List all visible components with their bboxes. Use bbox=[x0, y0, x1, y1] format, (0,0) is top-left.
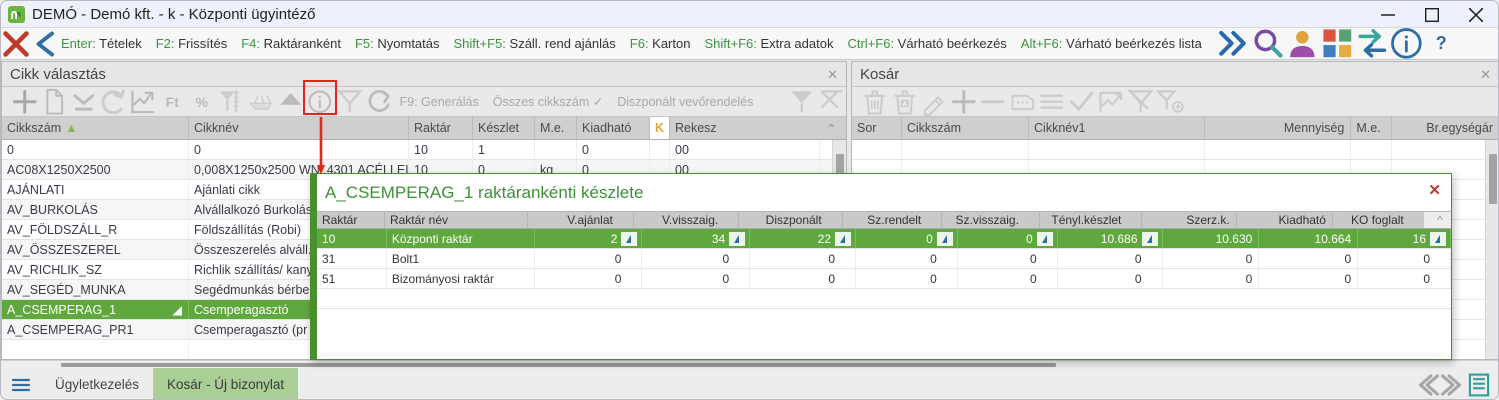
svg-text:A: A bbox=[902, 101, 907, 108]
